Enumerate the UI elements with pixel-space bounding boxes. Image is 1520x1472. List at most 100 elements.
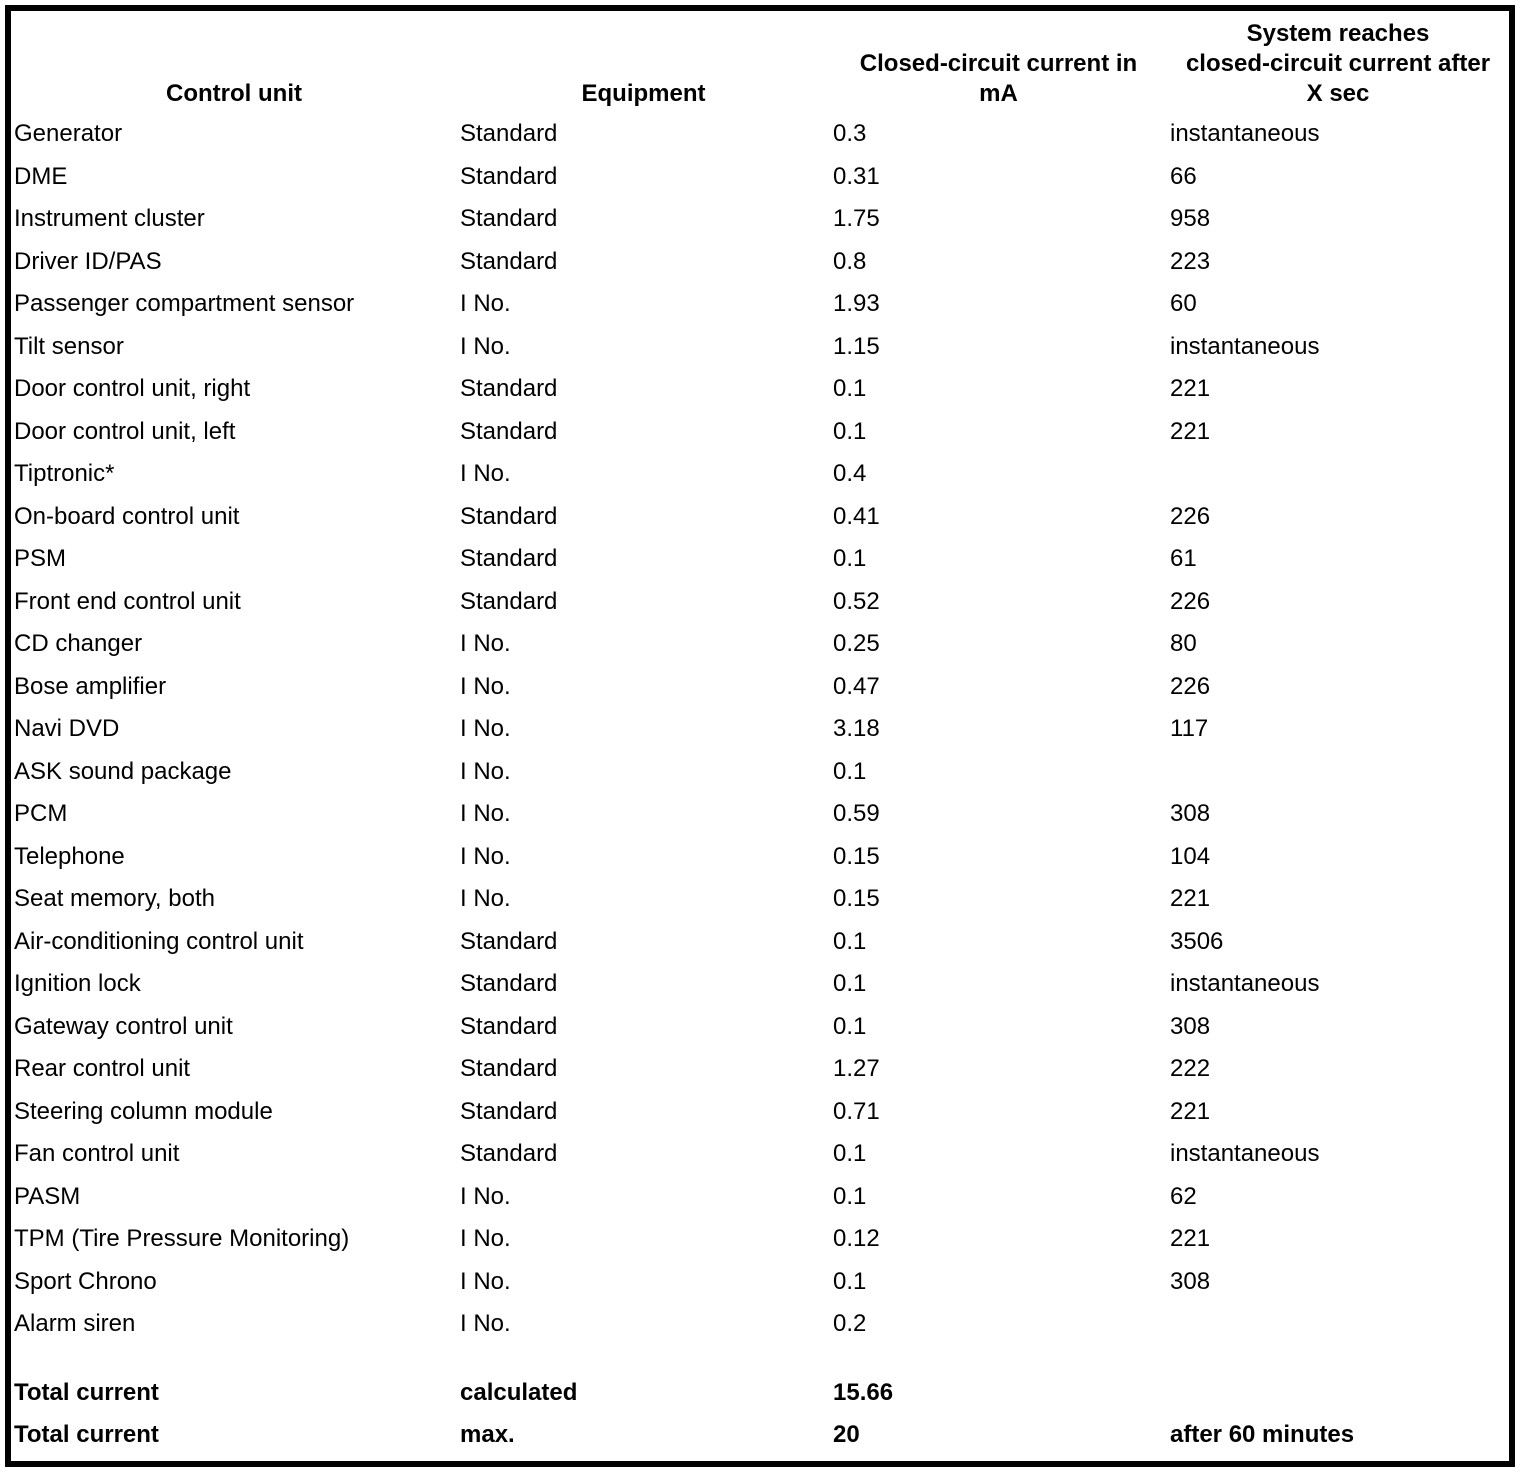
cell-equipment: I No.	[460, 630, 511, 657]
cell-reaches-after: 104	[1170, 842, 1211, 870]
table-row: Sport Chrono I No. 0.1 308	[11, 1266, 1509, 1309]
cell-control-unit: Total current	[14, 1421, 159, 1448]
cell-reaches-after	[1167, 756, 1509, 799]
cell-equipment: I No.	[460, 1225, 511, 1252]
cell-closed-circuit-current: 0.71	[833, 1097, 880, 1125]
table-row: Total current calculated 15.66	[11, 1377, 1509, 1420]
cell-control-unit: Steering column module	[14, 1097, 273, 1125]
cell-equipment: Standard	[460, 205, 558, 232]
cell-closed-circuit-current: 0.1	[833, 417, 867, 445]
cell-control-unit: Generator	[14, 120, 123, 147]
cell-equipment: Standard	[460, 1140, 558, 1167]
cell-control-unit: CD changer	[14, 630, 143, 657]
cell-equipment: Standard	[460, 545, 558, 572]
cell-control-unit: Ignition lock	[14, 970, 141, 997]
table-row: Fan control unit Standard 0.1 instantane…	[11, 1138, 1509, 1181]
empty-row	[11, 1351, 1509, 1377]
cell-control-unit: Telephone	[14, 842, 125, 870]
cell-reaches-after: 117	[1170, 715, 1209, 742]
cell-control-unit: PSM	[14, 545, 67, 572]
cell-closed-circuit-current: 0.15	[833, 885, 880, 912]
cell-closed-circuit-current: 0.1	[833, 545, 867, 572]
table-row: Navi DVD I No. 3.18 117	[11, 713, 1509, 756]
cell-reaches-after: 62	[1170, 1182, 1197, 1210]
cell-reaches-after: instantaneous	[1170, 970, 1320, 997]
table-row: PCM I No. 0.59 308	[11, 798, 1509, 841]
cell-closed-circuit-current: 0.1	[833, 1140, 867, 1167]
cell-reaches-after: 226	[1170, 502, 1211, 530]
column-header-equipment: Equipment	[581, 80, 706, 107]
cell-control-unit: Instrument cluster	[14, 205, 205, 232]
table-row: Passenger compartment sensor I No. 1.93 …	[11, 288, 1509, 331]
cell-reaches-after: 223	[1170, 247, 1211, 275]
cell-equipment: Standard	[460, 247, 558, 275]
cell-reaches-after: after 60 minutes	[1170, 1421, 1355, 1448]
cell-control-unit: PASM	[14, 1182, 81, 1210]
table-row: Front end control unit Standard 0.52 226	[11, 586, 1509, 629]
cell-control-unit: TPM (Tire Pressure Monitoring)	[14, 1225, 350, 1252]
cell-equipment: Standard	[460, 120, 558, 147]
cell-reaches-after: 61	[1170, 545, 1197, 572]
table-row: TPM (Tire Pressure Monitoring) I No. 0.1…	[11, 1223, 1509, 1266]
cell-equipment: I No.	[460, 460, 511, 487]
cell-reaches-after: 308	[1170, 800, 1211, 827]
cell-closed-circuit-current: 1.27	[833, 1055, 880, 1082]
table-row: Generator Standard 0.3 instantaneous	[11, 118, 1509, 161]
cell-closed-circuit-current: 0.3	[833, 120, 867, 147]
cell-closed-circuit-current: 0.41	[833, 502, 880, 530]
cell-control-unit: Tiptronic*	[14, 460, 115, 487]
cell-reaches-after: 221	[1170, 1225, 1211, 1252]
cell-equipment: I No.	[460, 885, 511, 912]
cell-closed-circuit-current: 0.2	[833, 1310, 867, 1337]
cell-reaches-after: 221	[1170, 375, 1211, 402]
cell-control-unit: Tilt sensor	[14, 332, 124, 360]
cell-control-unit: Driver ID/PAS	[14, 247, 162, 275]
table-row: Ignition lock Standard 0.1 instantaneous	[11, 968, 1509, 1011]
cell-closed-circuit-current: 15.66	[833, 1378, 894, 1406]
cell-equipment: I No.	[460, 800, 511, 827]
cell-closed-circuit-current: 0.1	[833, 1267, 867, 1295]
cell-control-unit: Sport Chrono	[14, 1267, 157, 1295]
cell-closed-circuit-current: 0.12	[833, 1225, 880, 1252]
cell-control-unit: Rear control unit	[14, 1055, 191, 1082]
cell-equipment: Standard	[460, 587, 558, 615]
cell-closed-circuit-current: 0.31	[833, 162, 880, 190]
cell-control-unit: ASK sound package	[14, 757, 232, 785]
cell-closed-circuit-current: 0.47	[833, 672, 880, 700]
cell-equipment: Standard	[460, 1012, 558, 1040]
cell-control-unit: Alarm siren	[14, 1310, 136, 1337]
cell-closed-circuit-current: 3.18	[833, 715, 880, 742]
cell-control-unit: Navi DVD	[14, 715, 120, 742]
cell-reaches-after: instantaneous	[1170, 332, 1320, 360]
cell-closed-circuit-current: 0.4	[833, 460, 867, 487]
cell-control-unit: Total current	[14, 1378, 159, 1406]
cell-control-unit: On-board control unit	[14, 502, 240, 530]
cell-closed-circuit-current: 1.75	[833, 205, 880, 232]
cell-closed-circuit-current: 0.59	[833, 800, 880, 827]
table-row: Driver ID/PAS Standard 0.8 223	[11, 246, 1509, 289]
cell-equipment: I No.	[460, 715, 511, 742]
cell-reaches-after: 66	[1170, 162, 1197, 190]
table-row: Air-conditioning control unit Standard 0…	[11, 926, 1509, 969]
table-row: Bose amplifier I No. 0.47 226	[11, 671, 1509, 714]
table-row: Total current max. 20 after 60 minutes	[11, 1419, 1509, 1461]
table-row: Rear control unit Standard 1.27 222	[11, 1053, 1509, 1096]
cell-reaches-after: 226	[1170, 672, 1211, 700]
cell-closed-circuit-current: 0.1	[833, 927, 867, 955]
cell-control-unit: Passenger compartment sensor	[14, 290, 355, 317]
cell-control-unit: Front end control unit	[14, 587, 241, 615]
cell-equipment: I No.	[460, 290, 511, 317]
table-row: Door control unit, right Standard 0.1 22…	[11, 373, 1509, 416]
cell-equipment: Standard	[460, 927, 558, 955]
cell-closed-circuit-current: 0.8	[833, 247, 867, 275]
cell-equipment: I No.	[460, 1267, 511, 1295]
cell-equipment: max.	[460, 1421, 515, 1448]
cell-equipment: Standard	[460, 502, 558, 530]
cell-closed-circuit-current: 0.1	[833, 1182, 867, 1210]
cell-control-unit: Air-conditioning control unit	[14, 927, 304, 955]
cell-control-unit: PCM	[14, 800, 68, 827]
cell-reaches-after: 308	[1170, 1267, 1211, 1295]
table-row: Alarm siren I No. 0.2	[11, 1308, 1509, 1351]
cell-closed-circuit-current: 0.1	[833, 970, 867, 997]
cell-equipment: Standard	[460, 375, 558, 402]
